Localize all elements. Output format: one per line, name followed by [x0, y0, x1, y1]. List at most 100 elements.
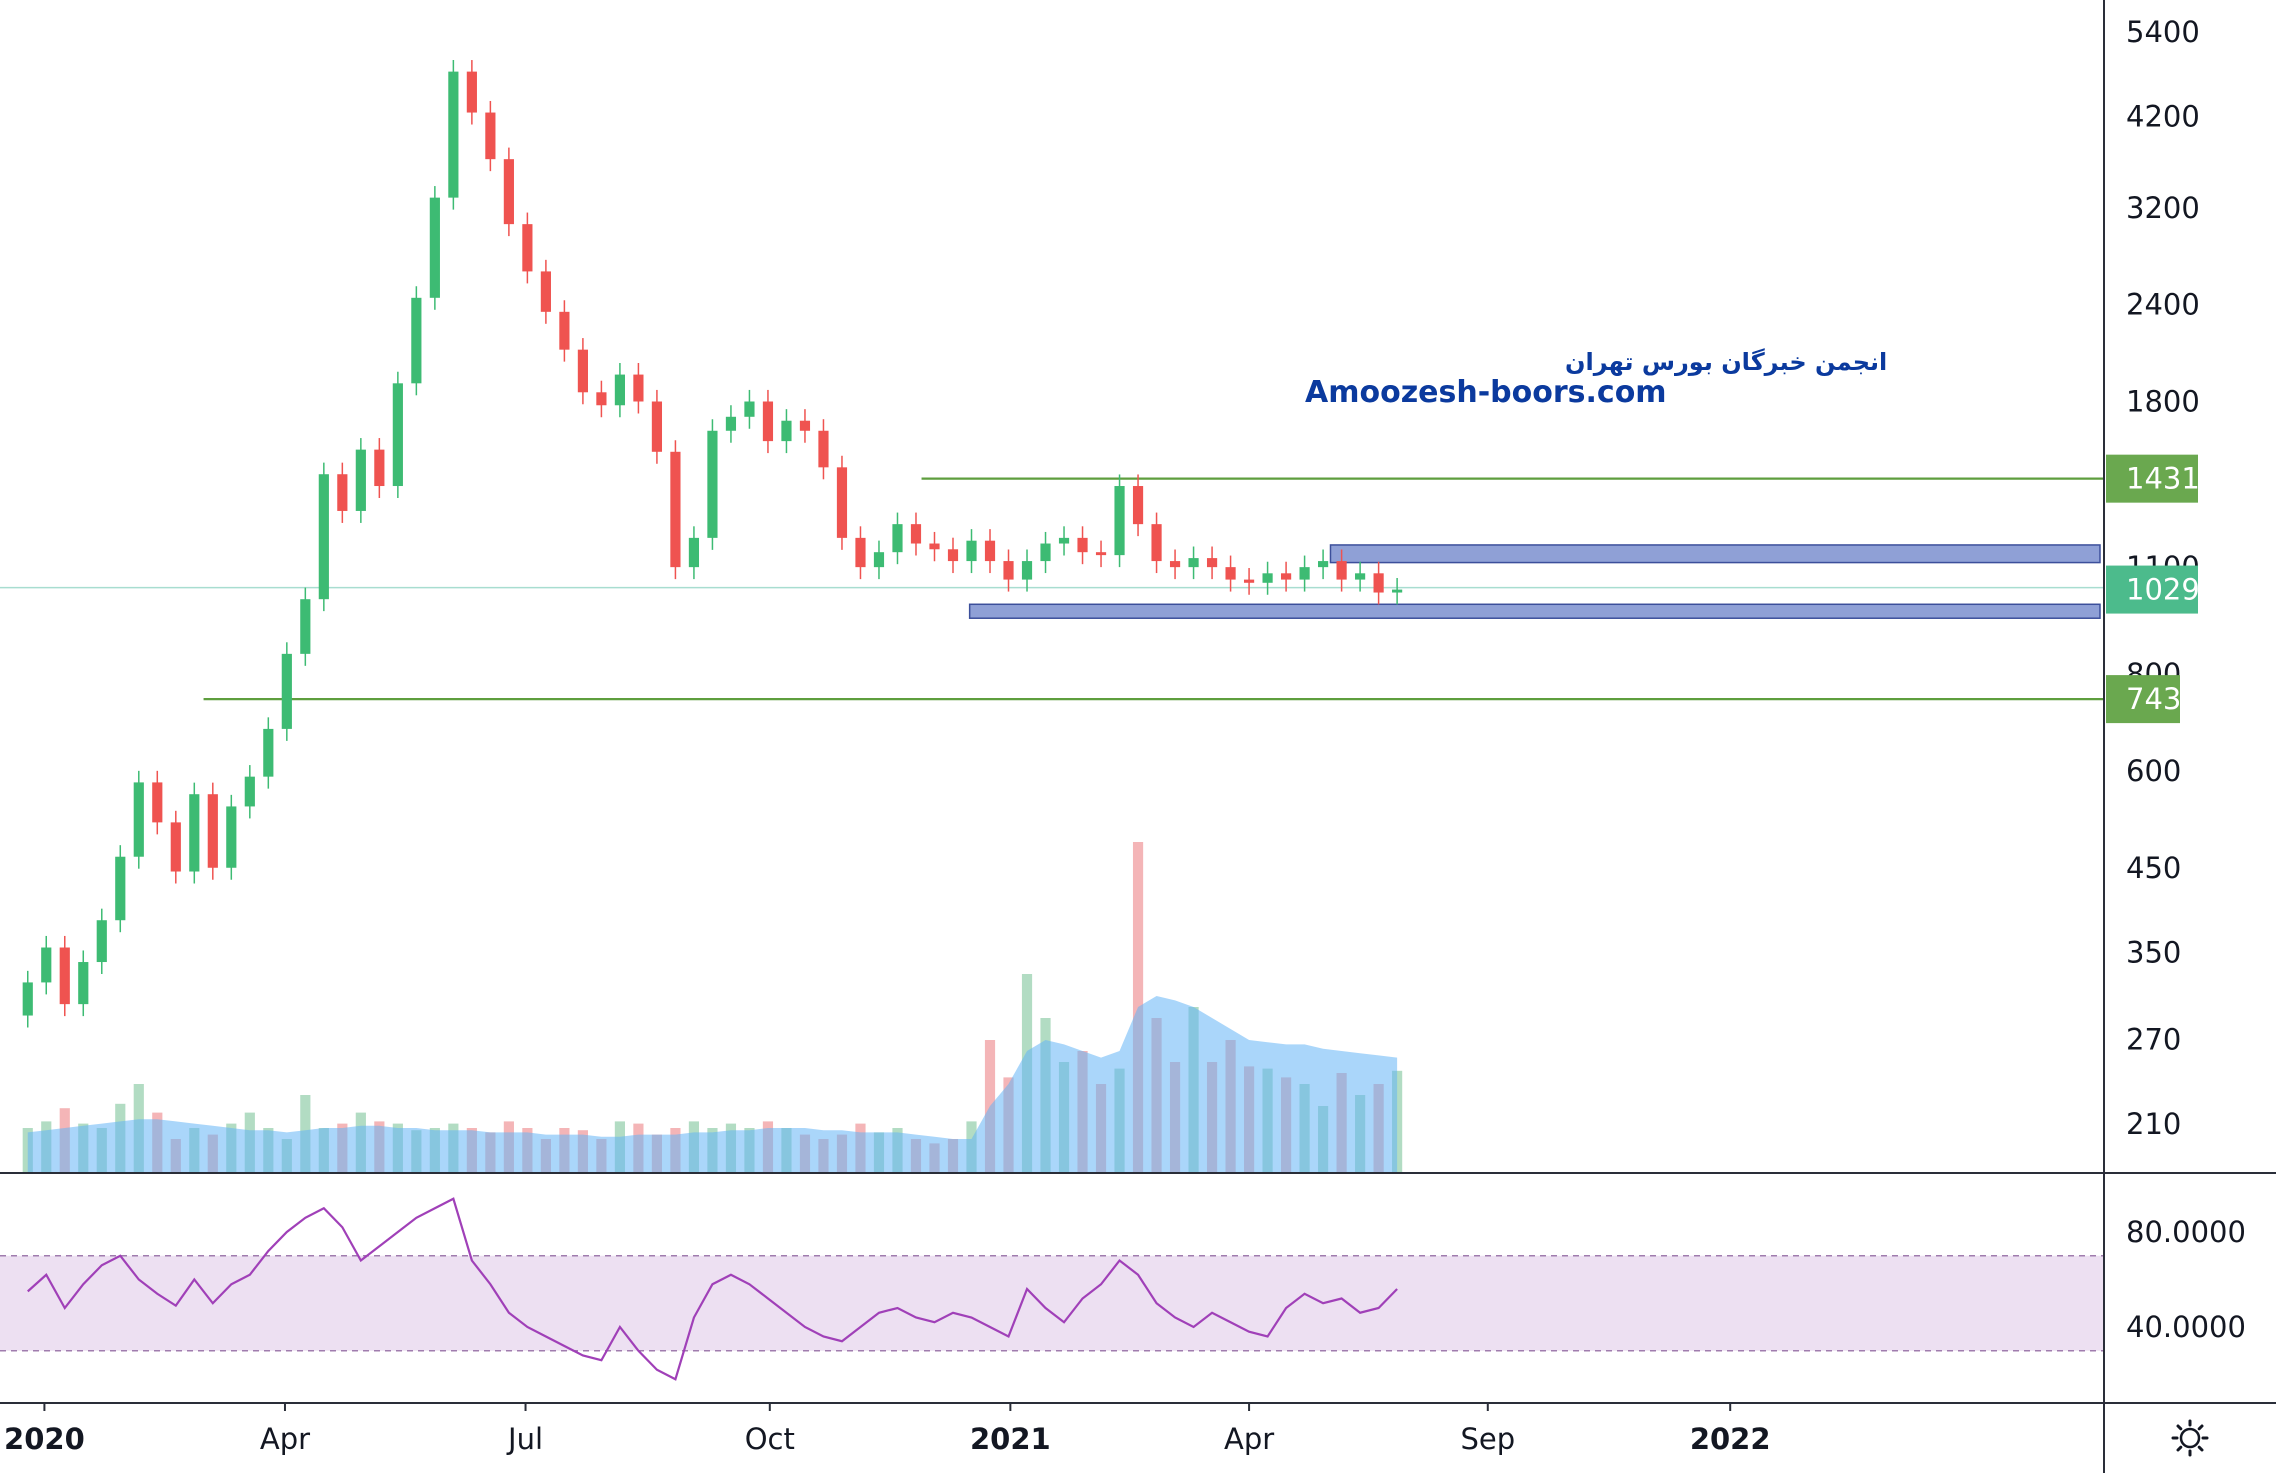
candle-body: [1355, 573, 1366, 580]
candle-body: [762, 401, 774, 442]
candle-body: [448, 71, 459, 198]
candle-body: [1151, 524, 1162, 562]
level-badge-label: 743: [2126, 682, 2181, 716]
candle-body: [947, 549, 959, 562]
candle-body: [873, 552, 885, 568]
price-tick-label: 210: [2126, 1107, 2181, 1141]
candle-body: [189, 794, 200, 872]
current-price-badge-label: 1029: [2126, 573, 2200, 607]
price-badges: 1431 743 1029: [2106, 454, 2200, 724]
time-tick-label: Apr: [260, 1422, 310, 1456]
candle-body: [781, 420, 792, 442]
candle-body: [78, 962, 89, 1005]
candle-body: [1077, 537, 1088, 553]
candle-body: [577, 349, 588, 393]
rsi-axis[interactable]: 80.0000 40.0000: [2126, 1215, 2246, 1344]
candle-body: [596, 392, 607, 406]
time-axis[interactable]: 2020 Apr Jul Oct 2021 Apr Sep 2022: [4, 1403, 1771, 1456]
candle-body: [1262, 573, 1273, 583]
gear-icon[interactable]: [2171, 1419, 2209, 1457]
level-badge-label: 1431: [2126, 462, 2200, 496]
time-tick-label: Apr: [1224, 1422, 1274, 1456]
levels-layer: [203, 477, 2104, 701]
time-tick-label: Jul: [506, 1422, 543, 1456]
candle-body: [1243, 579, 1255, 583]
candle-body: [411, 297, 422, 384]
support-zone[interactable]: [968, 603, 2101, 619]
candle-body: [799, 420, 811, 431]
candle-body: [892, 524, 903, 553]
candle-body: [1299, 567, 1310, 580]
candle-body: [1206, 558, 1218, 568]
candle-body: [115, 856, 126, 921]
candle-body: [929, 543, 940, 550]
candle-body: [725, 416, 737, 431]
candle-body: [244, 776, 255, 807]
candle-body: [1021, 561, 1033, 580]
candle-body: [1132, 486, 1144, 525]
candle-body: [1169, 561, 1181, 568]
candle-body: [910, 524, 922, 544]
candle-body: [318, 474, 329, 600]
price-tick-label: 4200: [2126, 100, 2200, 134]
candle-body: [1373, 573, 1384, 593]
candle-body: [688, 537, 700, 568]
watermark-website: Amoozesh-boors.com: [1305, 375, 1667, 410]
price-tick-label: 350: [2126, 935, 2181, 969]
price-tick-label: 1800: [2126, 385, 2200, 419]
candle-body: [41, 947, 52, 983]
candle-body: [614, 374, 626, 406]
candle-body: [1392, 589, 1403, 593]
watermark-persian: انجمن خبرگان بورس تهران: [1565, 348, 1887, 376]
candle-body: [300, 599, 311, 654]
time-tick-label: Oct: [745, 1422, 795, 1456]
candle-body: [522, 224, 533, 272]
support-zone[interactable]: [1329, 544, 2101, 564]
candle-body: [540, 271, 551, 312]
zones-layer: [968, 544, 2101, 619]
candle-body: [1188, 558, 1199, 568]
candle-body: [96, 920, 107, 963]
price-tick-label: 5400: [2126, 15, 2200, 49]
candle-body: [1040, 543, 1051, 562]
price-axis[interactable]: 5400420032002400180014001100800600450350…: [2126, 15, 2200, 1141]
price-tick-label: 3200: [2126, 191, 2200, 225]
candle-body: [559, 311, 570, 350]
candle-body: [633, 374, 644, 402]
candle-body: [1280, 573, 1292, 580]
candle-body: [226, 806, 237, 868]
level-badge: [2106, 454, 2198, 503]
candle-body: [984, 540, 996, 562]
candle-body: [337, 474, 348, 511]
candle-body: [170, 822, 181, 872]
candles-layer: [22, 60, 1403, 1028]
candle-body: [651, 401, 663, 452]
candle-body: [152, 782, 163, 823]
candle-body: [836, 467, 848, 538]
candle-body: [485, 112, 496, 160]
candle-body: [392, 383, 403, 487]
candle-body: [263, 728, 274, 777]
price-tick-label: 600: [2126, 754, 2181, 788]
price-tick-label: 270: [2126, 1023, 2181, 1057]
time-tick-label: Sep: [1460, 1422, 1515, 1456]
candle-body: [503, 159, 514, 225]
time-tick-label: 2020: [4, 1422, 85, 1456]
price-tick-label: 2400: [2126, 288, 2200, 322]
candle-body: [818, 430, 829, 468]
candle-body: [133, 782, 144, 857]
rsi-tick-label: 40.0000: [2126, 1310, 2246, 1344]
candle-body: [1095, 552, 1107, 556]
candle-body: [466, 71, 477, 113]
current-price-badge: [2106, 565, 2198, 614]
candle-body: [429, 197, 440, 298]
candle-body: [707, 430, 718, 538]
candle-body: [1003, 561, 1014, 580]
candle-body: [744, 401, 755, 417]
candle-body: [1225, 567, 1236, 580]
candle-body: [1318, 561, 1329, 568]
rsi-tick-label: 80.0000: [2126, 1215, 2246, 1249]
candle-body: [1114, 486, 1125, 556]
